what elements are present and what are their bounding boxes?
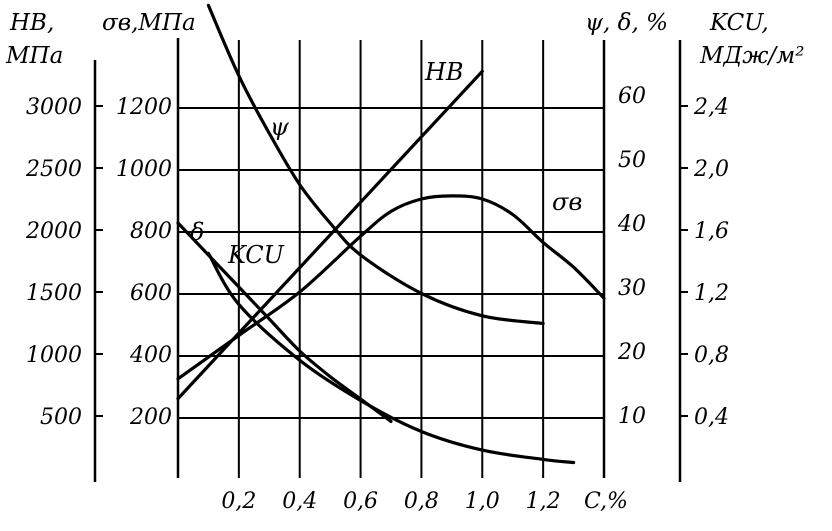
kcu-tick-label: 1,6 bbox=[694, 219, 729, 244]
hb-curve bbox=[176, 69, 484, 401]
hb-axis-unit: МПа bbox=[5, 43, 63, 69]
sigma-tick-label: 1200 bbox=[116, 95, 172, 120]
psi-delta-tick-label: 30 bbox=[618, 276, 646, 301]
labels: 500 1000 1500 2000 2500 3000 HB, МПа 200 400 600 80… bbox=[5, 10, 804, 514]
delta-label: δ bbox=[190, 218, 204, 246]
hb-tick-label: 2500 bbox=[25, 157, 82, 182]
psi-delta-tick-label: 20 bbox=[617, 340, 646, 365]
hb-tick-label: 1500 bbox=[26, 281, 82, 306]
x-tick-label: 1,2 bbox=[526, 489, 561, 514]
x-tick-label: 1,0 bbox=[465, 489, 500, 514]
kcu-tick-label: 2,4 bbox=[693, 95, 729, 120]
kcu-tick-label: 2,0 bbox=[693, 157, 729, 182]
grid bbox=[178, 40, 604, 478]
hb-tick-label: 3000 bbox=[26, 95, 82, 120]
hb-tick-label: 2000 bbox=[25, 219, 82, 244]
psi-delta-axis-title: ψ, δ, % bbox=[585, 10, 668, 36]
x-tick-label: 0,6 bbox=[343, 489, 378, 514]
sigma-tick-label: 200 bbox=[129, 405, 172, 430]
sigma-tick-label: 800 bbox=[130, 219, 172, 244]
hb-tick-label: 1000 bbox=[26, 343, 82, 368]
hb-label: HB bbox=[424, 58, 464, 86]
psi-delta-tick-label: 60 bbox=[618, 84, 646, 109]
psi-label: ψ bbox=[270, 113, 290, 141]
kcu-label: KCU bbox=[227, 241, 285, 269]
kcu-tick-label: 0,4 bbox=[694, 405, 729, 430]
sigma-tick-label: 400 bbox=[129, 343, 172, 368]
psi-curve bbox=[206, 3, 545, 326]
psi-delta-tick-label: 50 bbox=[618, 148, 646, 173]
kcu-axis-title: KCU, bbox=[709, 10, 769, 36]
psi-delta-tick-label: 40 bbox=[617, 212, 646, 237]
x-tick-label: 0,8 bbox=[404, 489, 439, 514]
sigma-curve bbox=[176, 194, 606, 381]
sigma-label: σв bbox=[552, 188, 582, 216]
kcu-curve bbox=[206, 251, 576, 465]
series-lines bbox=[176, 3, 606, 465]
hb-tick-label: 500 bbox=[40, 405, 82, 430]
kcu-tick-label: 0,8 bbox=[694, 343, 729, 368]
sigma-axis-title: σв,МПа bbox=[102, 10, 196, 36]
psi-delta-tick-label: 10 bbox=[618, 404, 646, 429]
sigma-tick-label: 1000 bbox=[116, 157, 172, 182]
hb-axis-title: HB, bbox=[9, 10, 54, 36]
kcu-axis-unit: МДж/м² bbox=[699, 43, 804, 69]
x-tick-label: 0,4 bbox=[282, 489, 317, 514]
sigma-tick-label: 600 bbox=[130, 281, 172, 306]
kcu-tick-label: 1,2 bbox=[694, 281, 729, 306]
x-axis-title: C,% bbox=[584, 489, 628, 514]
axes bbox=[93, 38, 688, 482]
x-tick-label: 0,2 bbox=[221, 489, 256, 514]
